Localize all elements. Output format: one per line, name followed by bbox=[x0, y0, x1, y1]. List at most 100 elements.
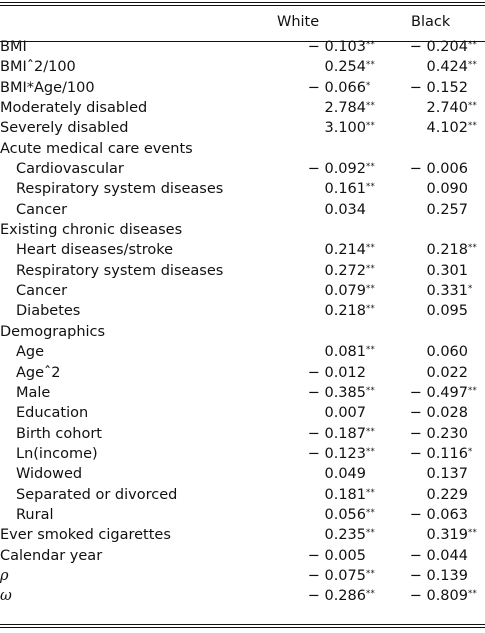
black-significance-marker: ** bbox=[468, 40, 478, 50]
table-row: Widowed 0.049 0.137 bbox=[0, 464, 485, 484]
black-coefficient: 0.301 bbox=[426, 262, 468, 279]
table-row: Demographics bbox=[0, 322, 485, 342]
white-significance-marker: ** bbox=[366, 40, 376, 50]
table-row: Cardiovascular − 0.092** − 0.006 bbox=[0, 159, 485, 179]
black-coefficient: − 0.497 bbox=[409, 384, 468, 401]
white-coefficient: − 0.385 bbox=[307, 384, 366, 401]
black-coefficient-cell: − 0.044 bbox=[385, 546, 485, 566]
white-coefficient-cell: 0.161** bbox=[270, 179, 385, 199]
bottom-rule-inner bbox=[0, 624, 485, 625]
white-significance-marker: ** bbox=[366, 528, 376, 539]
table-row: Ageˆ2 − 0.012 0.022 bbox=[0, 363, 485, 383]
row-label: Existing chronic diseases bbox=[0, 222, 183, 239]
white-coefficient: − 0.005 bbox=[307, 547, 366, 564]
black-coefficient: 0.060 bbox=[426, 344, 468, 361]
white-coefficient-cell: − 0.187** bbox=[270, 424, 385, 444]
table-row: Diabetes 0.218** 0.095 bbox=[0, 301, 485, 321]
white-coefficient-cell bbox=[270, 139, 385, 159]
table-row: Cancer 0.034 0.257 bbox=[0, 200, 485, 220]
black-coefficient-cell bbox=[385, 220, 485, 240]
black-coefficient-cell: − 0.152 bbox=[385, 78, 485, 98]
black-coefficient-cell: − 0.028 bbox=[385, 403, 485, 423]
black-coefficient-cell: 0.319** bbox=[385, 525, 485, 545]
black-coefficient: − 0.204 bbox=[409, 39, 468, 55]
white-significance-marker: ** bbox=[366, 589, 376, 600]
column-header-black: Black bbox=[411, 14, 451, 30]
white-coefficient: 0.181 bbox=[324, 486, 366, 503]
white-coefficient-cell: 0.079** bbox=[270, 281, 385, 301]
black-significance-marker: ** bbox=[468, 60, 478, 71]
white-coefficient-cell: 0.081** bbox=[270, 342, 385, 362]
row-label: Acute medical care events bbox=[0, 140, 193, 157]
white-coefficient-cell: − 0.005 bbox=[270, 546, 385, 566]
black-coefficient-cell bbox=[385, 322, 485, 342]
white-coefficient: − 0.123 bbox=[307, 445, 366, 462]
black-coefficient-cell: − 0.230 bbox=[385, 424, 485, 444]
white-coefficient-cell: − 0.385** bbox=[270, 383, 385, 403]
white-coefficient: 0.034 bbox=[324, 201, 366, 218]
table-row: Ln(income) − 0.123** − 0.116* bbox=[0, 444, 485, 464]
row-label: Respiratory system diseases bbox=[16, 262, 224, 279]
row-label: ω bbox=[0, 588, 12, 605]
white-coefficient: 0.081 bbox=[324, 344, 366, 361]
table-row: Rural 0.056** − 0.063 bbox=[0, 505, 485, 525]
row-label: Demographics bbox=[0, 323, 106, 340]
white-significance-marker: ** bbox=[366, 426, 376, 437]
black-coefficient: − 0.152 bbox=[409, 79, 468, 96]
header-label-column bbox=[0, 12, 270, 37]
black-significance-marker: ** bbox=[468, 385, 478, 396]
row-label: Ln(income) bbox=[16, 445, 98, 462]
white-significance-marker: ** bbox=[366, 345, 376, 356]
white-significance-marker: ** bbox=[366, 385, 376, 396]
top-rule-inner bbox=[0, 5, 485, 6]
black-coefficient-cell: − 0.139 bbox=[385, 566, 485, 586]
white-significance-marker: ** bbox=[366, 446, 376, 457]
row-label: Severely disabled bbox=[0, 120, 129, 137]
black-coefficient: 0.095 bbox=[426, 303, 468, 320]
white-significance-marker: ** bbox=[366, 263, 376, 274]
black-coefficient: − 0.809 bbox=[409, 588, 468, 605]
table-row: Acute medical care events bbox=[0, 139, 485, 159]
white-coefficient-cell: 0.007 bbox=[270, 403, 385, 423]
black-coefficient: − 0.028 bbox=[409, 405, 468, 422]
coefficients-table: White Black BMI − 0.103** − 0.204** BMIˆ2/1… bbox=[0, 12, 485, 607]
table-row: Education 0.007 − 0.028 bbox=[0, 403, 485, 423]
black-coefficient-cell: 0.060 bbox=[385, 342, 485, 362]
row-label: BMI bbox=[0, 39, 27, 55]
white-coefficient-cell bbox=[270, 322, 385, 342]
white-coefficient-cell: − 0.066* bbox=[270, 78, 385, 98]
black-coefficient: 0.090 bbox=[426, 181, 468, 198]
white-coefficient: − 0.066 bbox=[307, 79, 366, 96]
row-label: Rural bbox=[16, 506, 54, 523]
row-label: Diabetes bbox=[16, 303, 81, 320]
white-significance-marker: ** bbox=[366, 284, 376, 295]
black-coefficient-cell: 0.424** bbox=[385, 57, 485, 77]
table-row: Existing chronic diseases bbox=[0, 220, 485, 240]
table-row: Separated or divorced 0.181** 0.229 bbox=[0, 485, 485, 505]
white-coefficient-cell: 0.049 bbox=[270, 464, 385, 484]
black-coefficient: 0.229 bbox=[426, 486, 468, 503]
table-body: BMI − 0.103** − 0.204** BMIˆ2/100 0.254** 0.4… bbox=[0, 37, 485, 607]
black-coefficient-cell: − 0.006 bbox=[385, 159, 485, 179]
table-row: Respiratory system diseases 0.161** 0.090 bbox=[0, 179, 485, 199]
table-row: Ever smoked cigarettes 0.235** 0.319** bbox=[0, 525, 485, 545]
black-coefficient: 0.022 bbox=[426, 364, 468, 381]
black-coefficient-cell: 0.022 bbox=[385, 363, 485, 383]
table-row: Calendar year − 0.005 − 0.044 bbox=[0, 546, 485, 566]
top-rule-outer bbox=[0, 2, 485, 3]
white-coefficient: 0.161 bbox=[324, 181, 366, 198]
black-coefficient-cell: − 0.063 bbox=[385, 505, 485, 525]
white-significance-marker: ** bbox=[366, 304, 376, 315]
white-coefficient-cell: 0.218** bbox=[270, 301, 385, 321]
black-coefficient-cell: − 0.116* bbox=[385, 444, 485, 464]
table-row: Age 0.081** 0.060 bbox=[0, 342, 485, 362]
black-coefficient-cell: − 0.497** bbox=[385, 383, 485, 403]
black-coefficient-cell bbox=[385, 139, 485, 159]
row-label: Calendar year bbox=[0, 547, 103, 564]
black-coefficient: 2.740 bbox=[426, 100, 468, 117]
white-coefficient-cell: 0.034 bbox=[270, 200, 385, 220]
black-coefficient-cell: 0.090 bbox=[385, 179, 485, 199]
row-label: Widowed bbox=[16, 466, 83, 483]
table-row: BMI − 0.103** − 0.204** bbox=[0, 37, 485, 57]
